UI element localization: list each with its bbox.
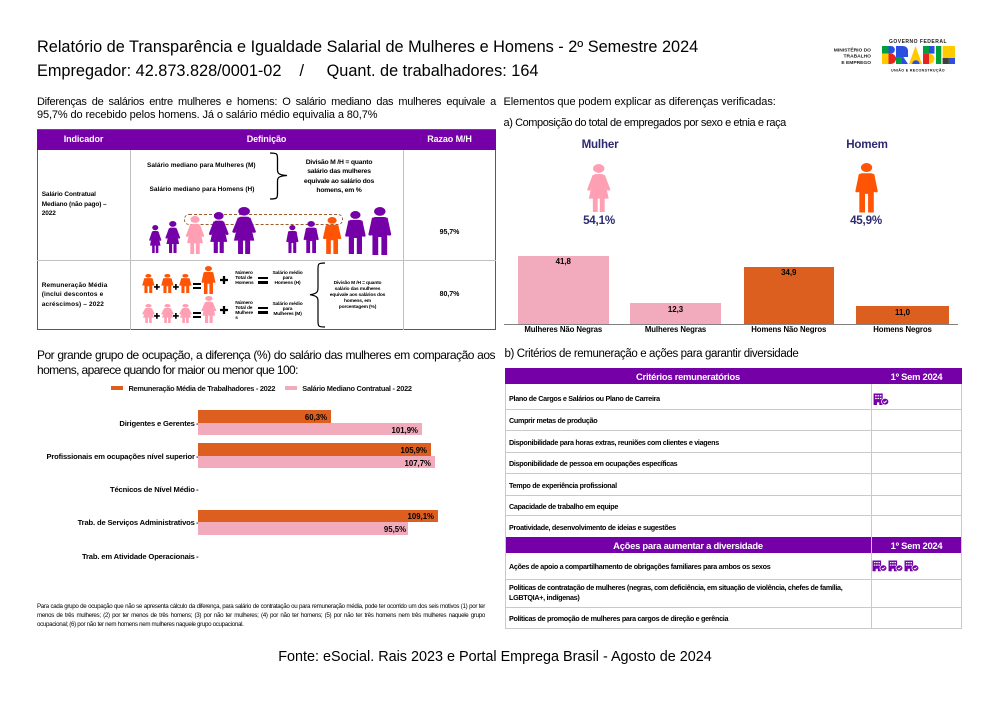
svg-text:MINISTÉRIO DO: MINISTÉRIO DO: [834, 46, 871, 54]
svg-text:TRABALHO: TRABALHO: [844, 54, 872, 60]
svg-text:GOVERNO FEDERAL: GOVERNO FEDERAL: [889, 39, 947, 45]
svg-text:E EMPREGO: E EMPREGO: [841, 60, 871, 66]
svg-text:UNIÃO E RECONSTRUÇÃO: UNIÃO E RECONSTRUÇÃO: [891, 67, 945, 72]
